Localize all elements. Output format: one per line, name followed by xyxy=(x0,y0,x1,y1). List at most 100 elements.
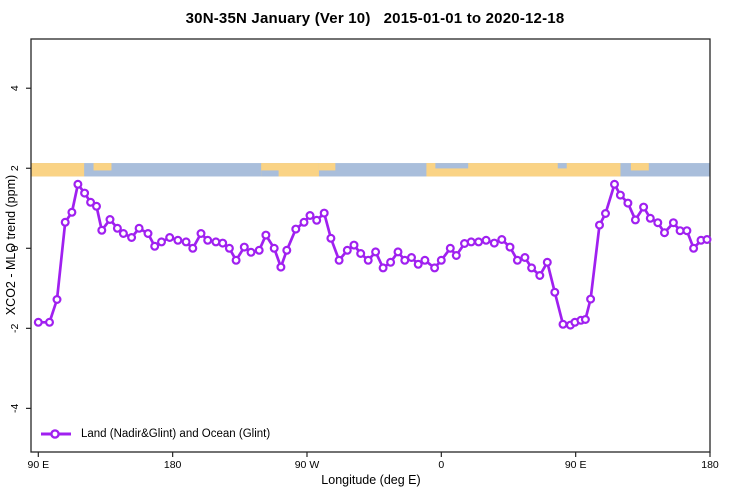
data-point xyxy=(393,247,403,257)
y-tick-label: 4 xyxy=(9,85,21,91)
data-point xyxy=(659,228,669,238)
data-point xyxy=(291,224,301,234)
data-point xyxy=(143,229,153,239)
data-point xyxy=(378,263,388,273)
land-island-segment xyxy=(630,163,649,171)
data-point xyxy=(451,251,461,261)
data-point xyxy=(269,243,279,253)
data-point xyxy=(105,215,115,225)
data-point xyxy=(231,255,241,265)
data-point xyxy=(134,223,144,233)
x-tick-label: 90 W xyxy=(295,459,320,471)
data-point xyxy=(254,245,264,255)
x-tick-label: 90 E xyxy=(28,459,50,471)
ocean-segment xyxy=(435,163,469,169)
data-point xyxy=(305,211,315,221)
data-point xyxy=(80,188,90,198)
data-point xyxy=(527,263,537,273)
legend-label: Land (Nadir&Glint) and Ocean (Glint) xyxy=(81,428,271,440)
data-point xyxy=(689,243,699,253)
data-point xyxy=(173,235,183,245)
data-point xyxy=(299,217,309,227)
data-point xyxy=(261,230,271,240)
data-point xyxy=(407,253,417,263)
data-point xyxy=(118,229,128,239)
data-point xyxy=(211,237,221,247)
x-tick-label: 180 xyxy=(164,459,182,471)
data-point xyxy=(386,257,396,267)
ocean-segment xyxy=(261,170,279,177)
data-point xyxy=(558,319,568,329)
data-point xyxy=(112,223,122,233)
data-point xyxy=(594,220,604,230)
data-point xyxy=(319,208,329,218)
data-point xyxy=(33,317,43,327)
data-point xyxy=(580,315,590,325)
data-point xyxy=(276,262,286,272)
data-point xyxy=(420,255,430,265)
data-point xyxy=(349,240,359,250)
data-point xyxy=(97,225,107,235)
data-point xyxy=(52,295,62,305)
data-point xyxy=(326,233,336,243)
data-point xyxy=(196,229,206,239)
data-point xyxy=(466,237,476,247)
legend: Land (Nadir&Glint) and Ocean (Glint) xyxy=(40,428,270,440)
data-point xyxy=(86,197,96,207)
data-point xyxy=(239,242,249,252)
data-point xyxy=(188,243,198,253)
data-point xyxy=(542,257,552,267)
data-point xyxy=(481,235,491,245)
land-island-segment xyxy=(93,163,112,171)
plot-border xyxy=(30,38,711,453)
data-point xyxy=(535,271,545,281)
data-point xyxy=(246,247,256,257)
data-point xyxy=(91,201,101,211)
data-point xyxy=(282,245,292,255)
data-point xyxy=(363,255,373,265)
data-point xyxy=(436,255,446,265)
data-point xyxy=(334,255,344,265)
x-tick-label: 90 E xyxy=(565,459,587,471)
data-point xyxy=(73,179,83,189)
data-point xyxy=(60,217,70,227)
data-point xyxy=(615,190,625,200)
data-point xyxy=(682,226,692,236)
y-tick-label: 2 xyxy=(9,165,21,171)
y-axis: 4 2 0 -2 -4 xyxy=(9,85,31,413)
data-point xyxy=(653,218,663,228)
ocean-segment xyxy=(557,163,567,169)
data-point xyxy=(165,233,175,243)
land-segment xyxy=(31,163,85,177)
x-axis: 90 E 180 90 W 0 90 E 180 xyxy=(28,452,719,471)
data-point xyxy=(512,255,522,265)
x-tick-label: 180 xyxy=(701,459,719,471)
data-point xyxy=(623,198,633,208)
data-point xyxy=(181,237,191,247)
data-point xyxy=(218,238,228,248)
data-point xyxy=(312,215,322,225)
y-tick-label: 0 xyxy=(9,245,21,251)
data-point xyxy=(702,235,712,245)
data-point xyxy=(445,243,455,253)
land-island-segment xyxy=(318,163,336,171)
data-point xyxy=(586,294,596,304)
data-point xyxy=(645,213,655,223)
data-point xyxy=(520,253,530,263)
data-point xyxy=(342,245,352,255)
data-point xyxy=(668,218,678,228)
data-point xyxy=(430,263,440,273)
x-axis-title: Longitude (deg E) xyxy=(321,473,421,487)
data-point xyxy=(413,259,423,269)
data-point xyxy=(203,235,213,245)
chart-title: 30N-35N January (Ver 10) 2015-01-01 to 2… xyxy=(185,10,565,27)
data-point xyxy=(497,235,507,245)
land-segment xyxy=(426,163,621,177)
data-point xyxy=(44,317,54,327)
y-tick-label: -4 xyxy=(9,404,21,413)
data-point xyxy=(157,237,167,247)
data-point xyxy=(550,287,560,297)
legend-marker-icon xyxy=(41,429,71,439)
data-point xyxy=(474,237,484,247)
